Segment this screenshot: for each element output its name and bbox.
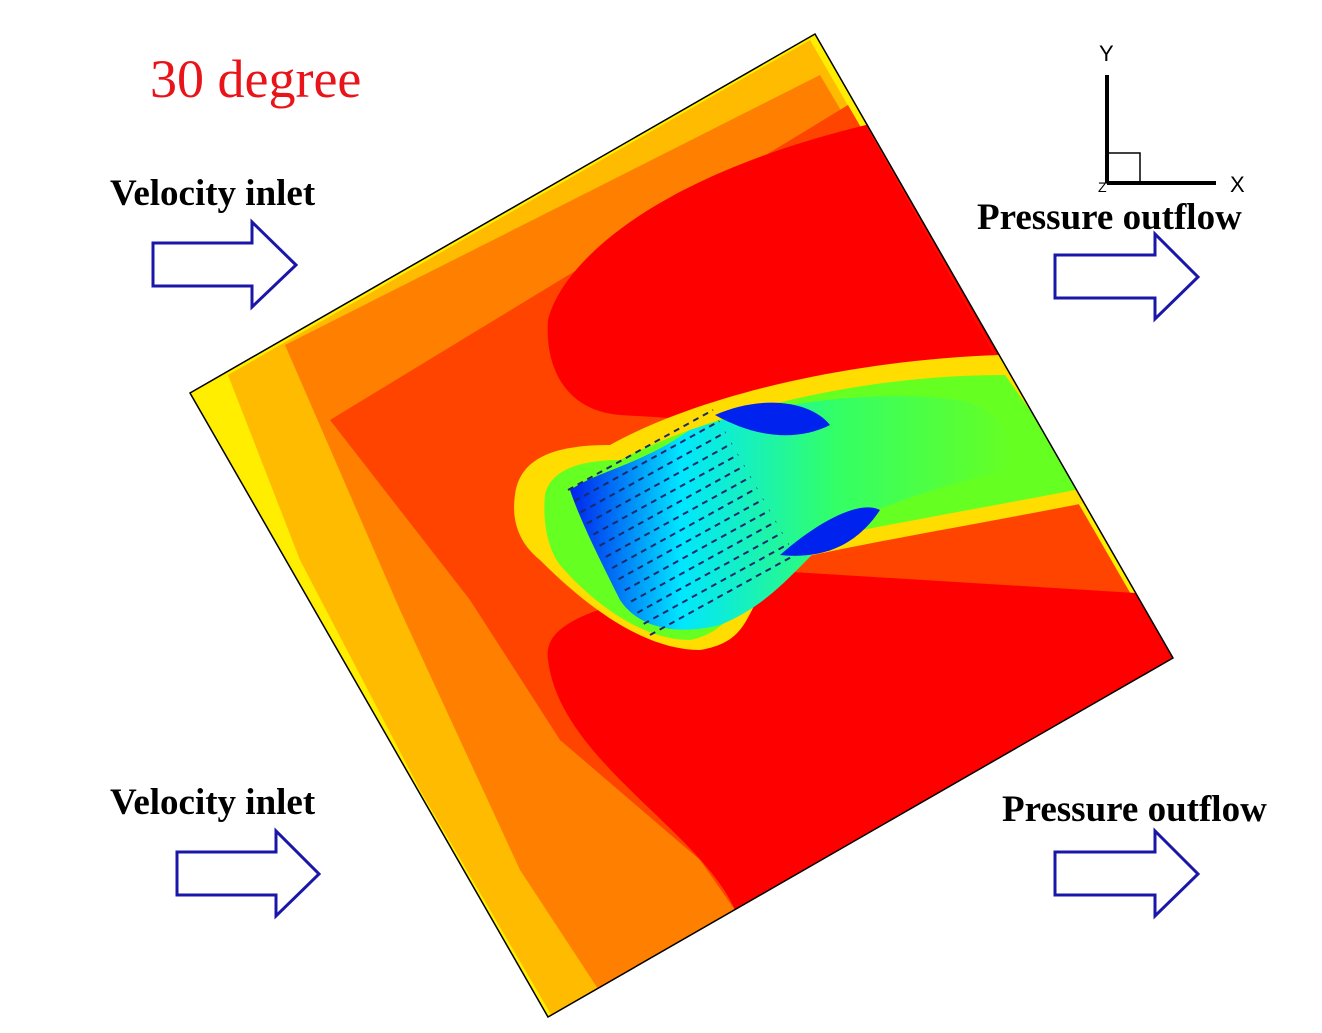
blade-row [580,431,727,514]
blade-row [567,409,714,491]
y-axis-label: Y [1099,41,1114,66]
arrow-outlet-bottom [1053,827,1201,920]
blade-row [592,453,739,536]
arrow-inlet-top [151,218,299,311]
blade-row [599,464,746,547]
arrow-outlet-top [1053,230,1201,323]
blade-row [586,442,733,525]
label-inlet-top: Velocity inlet [110,173,316,214]
blade-row [630,520,777,603]
x-axis-label: X [1230,172,1245,197]
turbine-array [567,409,796,636]
title: 30 degree [150,49,362,109]
blade-row [636,531,783,614]
blade-row [573,420,720,503]
domain-border [188,32,1175,1019]
wake-core-blue-lower [780,507,880,556]
arrow-inlet-bottom [175,827,322,920]
label-outlet-top: Pressure outflow [977,197,1242,238]
wake-inner [570,396,1013,630]
z-axis-box [1106,152,1141,184]
wake-core-blue-upper [715,402,830,436]
blade-row [624,509,771,592]
label-inlet-bottom: Velocity inlet [110,782,316,823]
label-outlet-bottom: Pressure outflow [1002,789,1267,830]
axes-indicator: Y X Z [1098,41,1245,197]
z-axis-label: Z [1098,179,1107,195]
blade-row [649,554,796,636]
blade-row [605,476,752,558]
blade-row [611,487,758,569]
blade-row [643,542,790,625]
blade-row [617,498,764,581]
